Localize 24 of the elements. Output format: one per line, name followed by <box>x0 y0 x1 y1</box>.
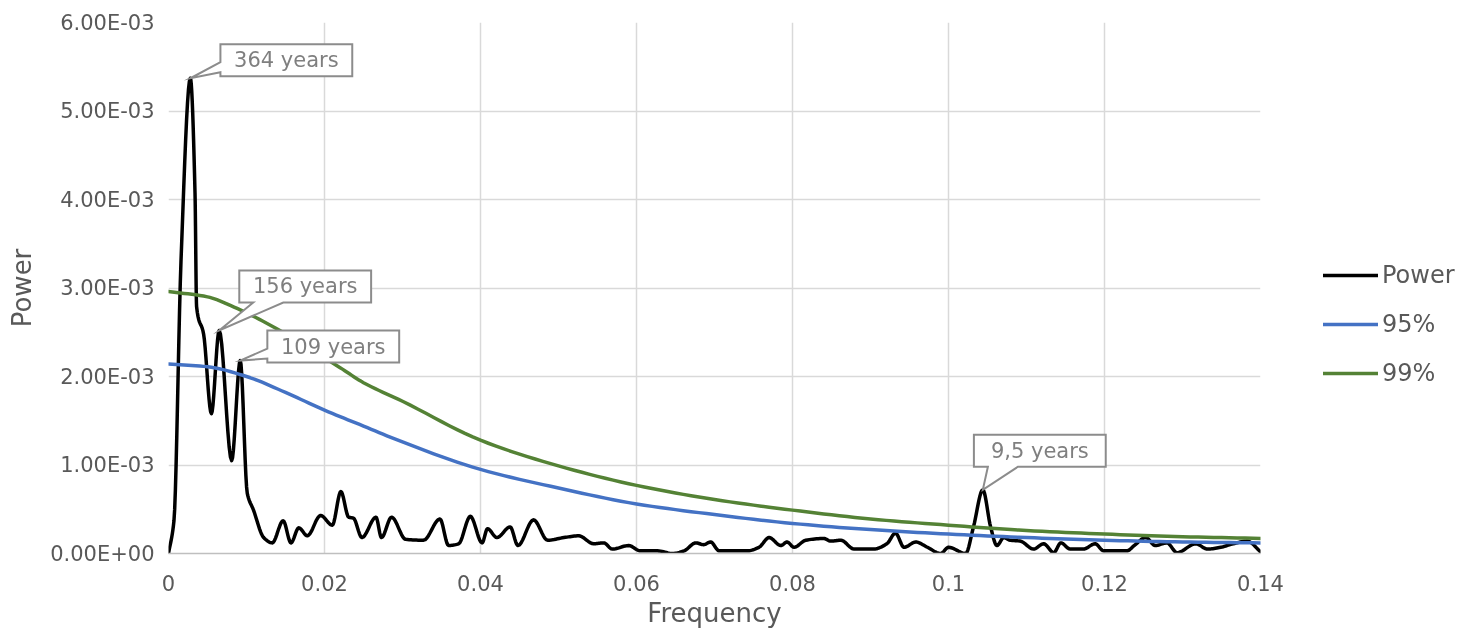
y-tick-label: 3.00E-03 <box>60 276 155 300</box>
x-tick-label: 0.06 <box>613 571 660 596</box>
y-tick-label: 6.00E-03 <box>60 10 155 35</box>
y-axis-title: Power <box>7 248 38 328</box>
legend-label: 95% <box>1382 310 1436 338</box>
y-tick-label: 0.00E+00 <box>50 541 155 566</box>
x-tick-label: 0.02 <box>301 571 348 596</box>
legend-label: Power <box>1382 261 1455 289</box>
annotation: 9,5 years <box>990 438 1089 463</box>
y-tick-label: 5.00E-03 <box>60 99 155 123</box>
annotation: 364 years <box>234 48 339 73</box>
legend-label: 99% <box>1382 359 1436 387</box>
x-tick-label: 0.12 <box>1081 571 1128 596</box>
y-tick-label: 2.00E-03 <box>60 364 155 389</box>
y-tick-label: 1.00E-03 <box>60 453 155 477</box>
y-tick-label: 4.00E-03 <box>60 187 155 212</box>
x-tick-label: 0.08 <box>769 571 816 596</box>
x-tick-label: 0.04 <box>457 571 504 596</box>
annotation: 156 years <box>252 274 358 299</box>
x-tick-label: 0 <box>161 571 176 596</box>
annotation: 109 years <box>280 334 386 359</box>
x-tick-label: 0.14 <box>1237 571 1284 596</box>
x-tick-label: 0.1 <box>931 571 966 596</box>
x-axis-title: Frequency <box>647 597 782 628</box>
